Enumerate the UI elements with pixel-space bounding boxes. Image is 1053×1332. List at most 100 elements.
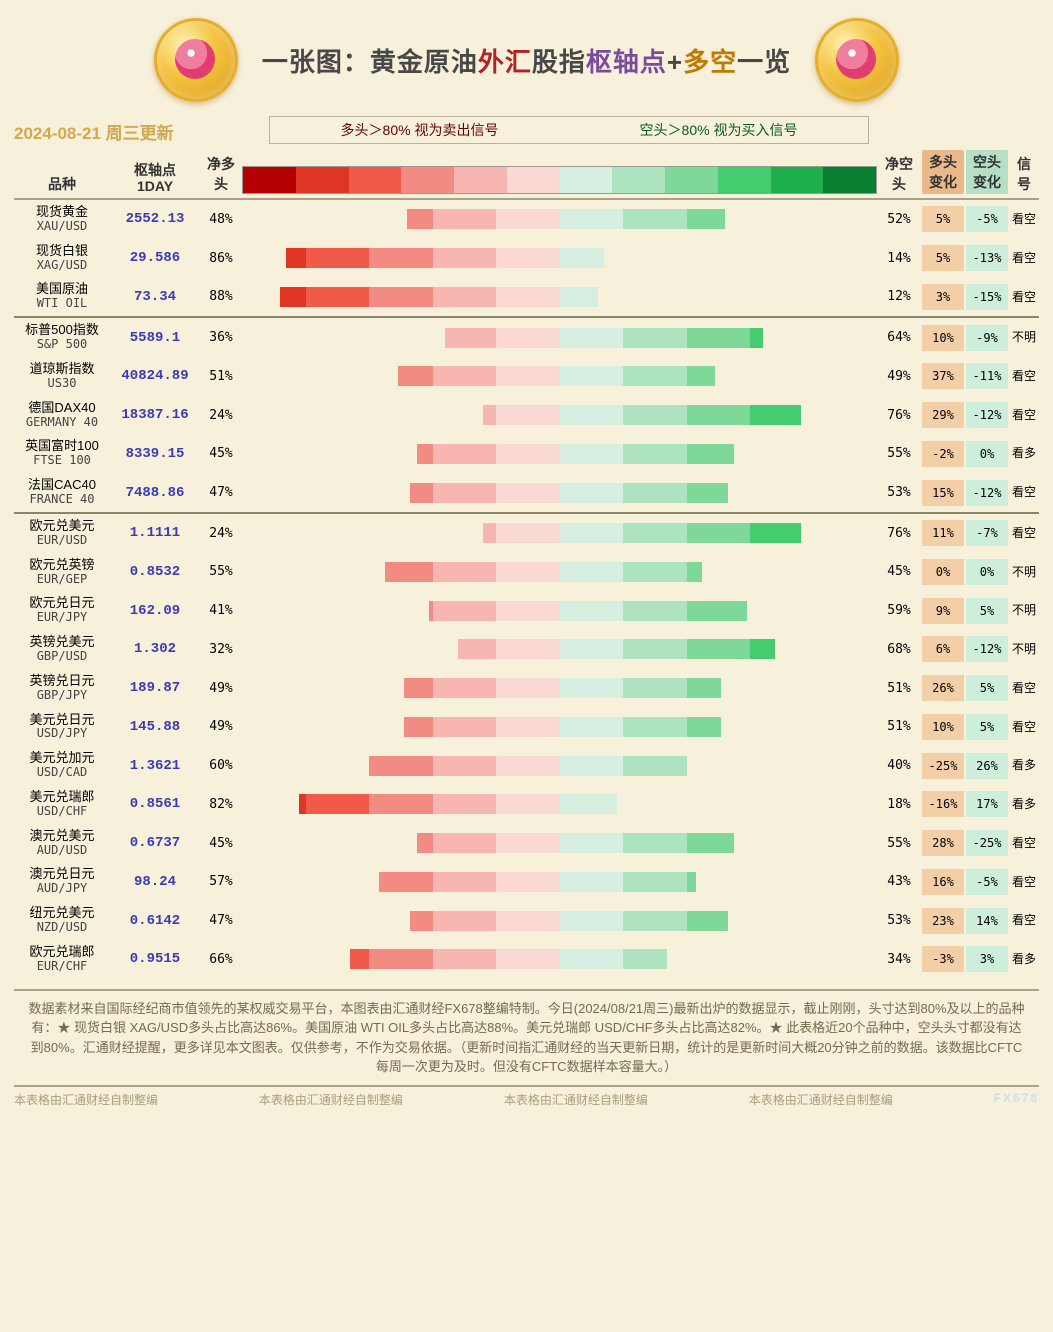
data-row: 美元兑加元USD/CAD1.362160%40%-25%26%看多 <box>14 746 1039 785</box>
instrument-name: 美国原油WTI OIL <box>14 282 110 311</box>
pivot-value: 1.1111 <box>110 525 200 541</box>
net-short-pct: 18% <box>877 797 921 812</box>
short-change: -5% <box>966 206 1008 232</box>
signal: 看多 <box>1009 798 1039 811</box>
data-row: 美元兑瑞郎USD/CHF0.856182%18%-16%17%看多 <box>14 785 1039 824</box>
short-change: -15% <box>966 284 1008 310</box>
col-name: 品种 <box>14 174 110 194</box>
short-change: -11% <box>966 363 1008 389</box>
net-long-pct: 47% <box>200 913 242 928</box>
col-signal: 信号 <box>1009 154 1039 194</box>
sentiment-bar <box>242 562 877 582</box>
short-change: -12% <box>966 636 1008 662</box>
net-short-pct: 51% <box>877 681 921 696</box>
instrument-name: 纽元兑美元NZD/USD <box>14 906 110 935</box>
long-change: 6% <box>922 636 964 662</box>
signal: 不明 <box>1009 566 1039 579</box>
short-change: -12% <box>966 480 1008 506</box>
net-short-pct: 76% <box>877 526 921 541</box>
data-row: 英镑兑美元GBP/USD1.30232%68%6%-12%不明 <box>14 630 1039 669</box>
net-short-pct: 64% <box>877 330 921 345</box>
short-change: 3% <box>966 946 1008 972</box>
signal: 看空 <box>1009 486 1039 499</box>
signal: 看空 <box>1009 252 1039 265</box>
sentiment-bar <box>242 756 877 776</box>
footer-line: 本表格由汇通财经自制整编 本表格由汇通财经自制整编 本表格由汇通财经自制整编 本… <box>14 1087 1039 1108</box>
instrument-name: 现货黄金XAU/USD <box>14 205 110 234</box>
short-change: 5% <box>966 598 1008 624</box>
data-row: 欧元兑瑞郎EUR/CHF0.951566%34%-3%3%看多 <box>14 940 1039 979</box>
instrument-name: 美元兑日元USD/JPY <box>14 713 110 742</box>
short-change: 26% <box>966 753 1008 779</box>
watermark: FX678 <box>994 1091 1039 1108</box>
pivot-value: 0.8561 <box>110 796 200 812</box>
net-short-pct: 55% <box>877 446 921 461</box>
long-change: 15% <box>922 480 964 506</box>
instrument-name: 欧元兑瑞郎EUR/CHF <box>14 945 110 974</box>
data-row: 现货黄金XAU/USD2552.1348%52%5%-5%看空 <box>14 200 1039 239</box>
net-long-pct: 32% <box>200 642 242 657</box>
data-row: 英国富时100FTSE 1008339.1545%55%-2%0%看多 <box>14 434 1039 473</box>
pivot-value: 29.586 <box>110 250 200 266</box>
page-title: 一张图：黄金原油外汇股指枢轴点+多空一览 <box>262 42 791 79</box>
long-change: 10% <box>922 714 964 740</box>
long-change: 29% <box>922 402 964 428</box>
instrument-name: 欧元兑日元EUR/JPY <box>14 596 110 625</box>
signal: 不明 <box>1009 604 1039 617</box>
legend-long-rule: 多头＞80% 视为卖出信号 <box>270 117 569 143</box>
signal: 看空 <box>1009 914 1039 927</box>
short-change: 5% <box>966 675 1008 701</box>
net-long-pct: 51% <box>200 369 242 384</box>
net-short-pct: 53% <box>877 485 921 500</box>
sentiment-bar <box>242 911 877 931</box>
pivot-value: 73.34 <box>110 289 200 305</box>
pivot-value: 40824.89 <box>110 368 200 384</box>
net-long-pct: 57% <box>200 874 242 889</box>
short-change: -25% <box>966 830 1008 856</box>
net-long-pct: 82% <box>200 797 242 812</box>
short-change: -7% <box>966 520 1008 546</box>
color-scale <box>242 166 877 194</box>
long-change: 28% <box>922 830 964 856</box>
long-change: 37% <box>922 363 964 389</box>
sentiment-bar <box>242 523 877 543</box>
data-row: 美国原油WTI OIL73.3488%12%3%-15%看空 <box>14 277 1039 316</box>
net-long-pct: 60% <box>200 758 242 773</box>
long-change: 23% <box>922 908 964 934</box>
long-change: 3% <box>922 284 964 310</box>
net-short-pct: 51% <box>877 719 921 734</box>
signal: 看空 <box>1009 837 1039 850</box>
net-short-pct: 45% <box>877 564 921 579</box>
sentiment-bar <box>242 794 877 814</box>
net-short-pct: 55% <box>877 836 921 851</box>
long-change: 5% <box>922 206 964 232</box>
net-long-pct: 36% <box>200 330 242 345</box>
pivot-value: 189.87 <box>110 680 200 696</box>
net-short-pct: 59% <box>877 603 921 618</box>
long-change: 11% <box>922 520 964 546</box>
short-change: -9% <box>966 325 1008 351</box>
col-ch-long: 多头变化 <box>922 150 964 194</box>
long-change: -3% <box>922 946 964 972</box>
sentiment-bar <box>242 405 877 425</box>
sentiment-bar <box>242 601 877 621</box>
net-long-pct: 55% <box>200 564 242 579</box>
sentiment-bar <box>242 483 877 503</box>
pivot-value: 1.302 <box>110 641 200 657</box>
long-change: -25% <box>922 753 964 779</box>
signal: 看空 <box>1009 291 1039 304</box>
pivot-value: 0.6142 <box>110 913 200 929</box>
net-short-pct: 53% <box>877 913 921 928</box>
short-change: 5% <box>966 714 1008 740</box>
net-long-pct: 24% <box>200 408 242 423</box>
data-row: 澳元兑美元AUD/USD0.673745%55%28%-25%看空 <box>14 824 1039 863</box>
long-change: 0% <box>922 559 964 585</box>
instrument-name: 道琼斯指数US30 <box>14 362 110 391</box>
net-long-pct: 24% <box>200 526 242 541</box>
short-change: 14% <box>966 908 1008 934</box>
instrument-name: 澳元兑美元AUD/USD <box>14 829 110 858</box>
net-short-pct: 40% <box>877 758 921 773</box>
net-short-pct: 14% <box>877 251 921 266</box>
sentiment-bar <box>242 328 877 348</box>
footer-note: 数据素材来自国际经纪商市值领先的某权威交易平台，本图表由汇通财经FX678整编特… <box>14 989 1039 1087</box>
